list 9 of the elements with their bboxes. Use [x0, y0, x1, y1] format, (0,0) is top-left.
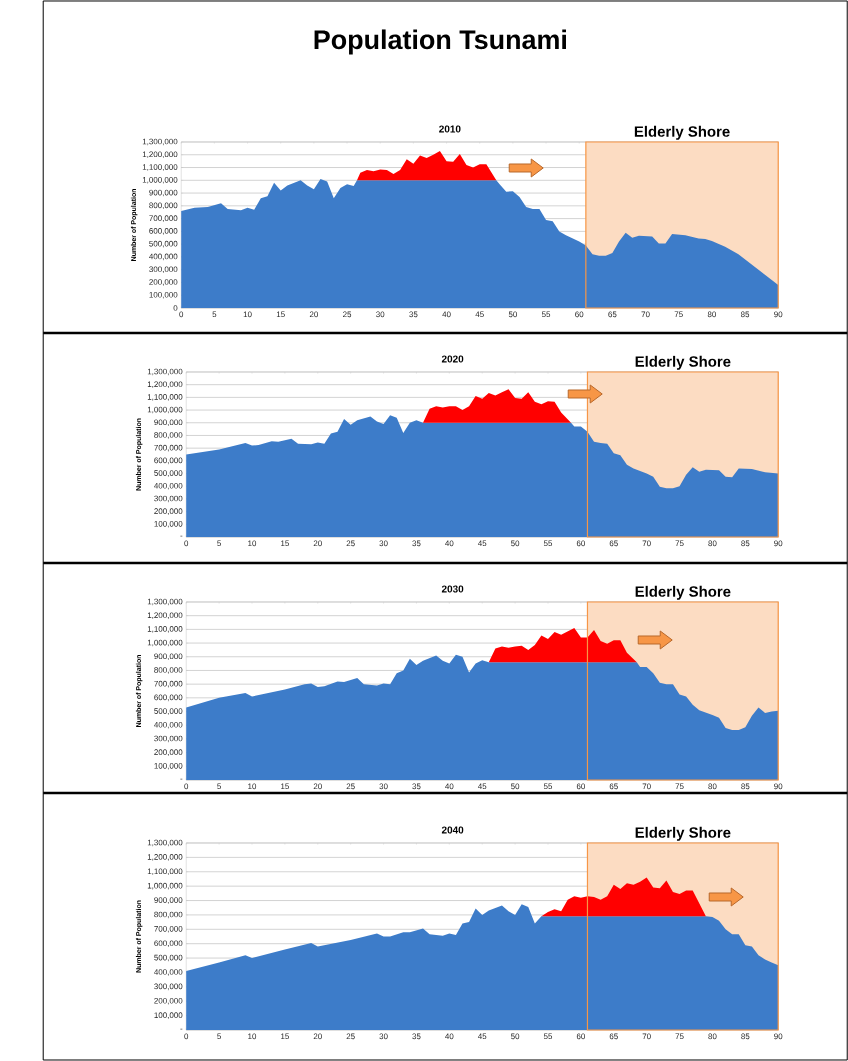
band-label: Elderly Shore [635, 355, 731, 370]
band-label: Elderly Shore [635, 585, 731, 600]
band-label: Elderly Shore [634, 125, 730, 140]
chart-subtitle: 2030 [441, 585, 464, 593]
chart-subtitle: 2010 [439, 125, 461, 133]
band-label: Elderly Shore [635, 826, 731, 841]
chart-title: Population Tsunami [314, 29, 566, 55]
chart-subtitle: 2040 [441, 826, 464, 834]
chart-subtitle: 2020 [441, 355, 464, 363]
